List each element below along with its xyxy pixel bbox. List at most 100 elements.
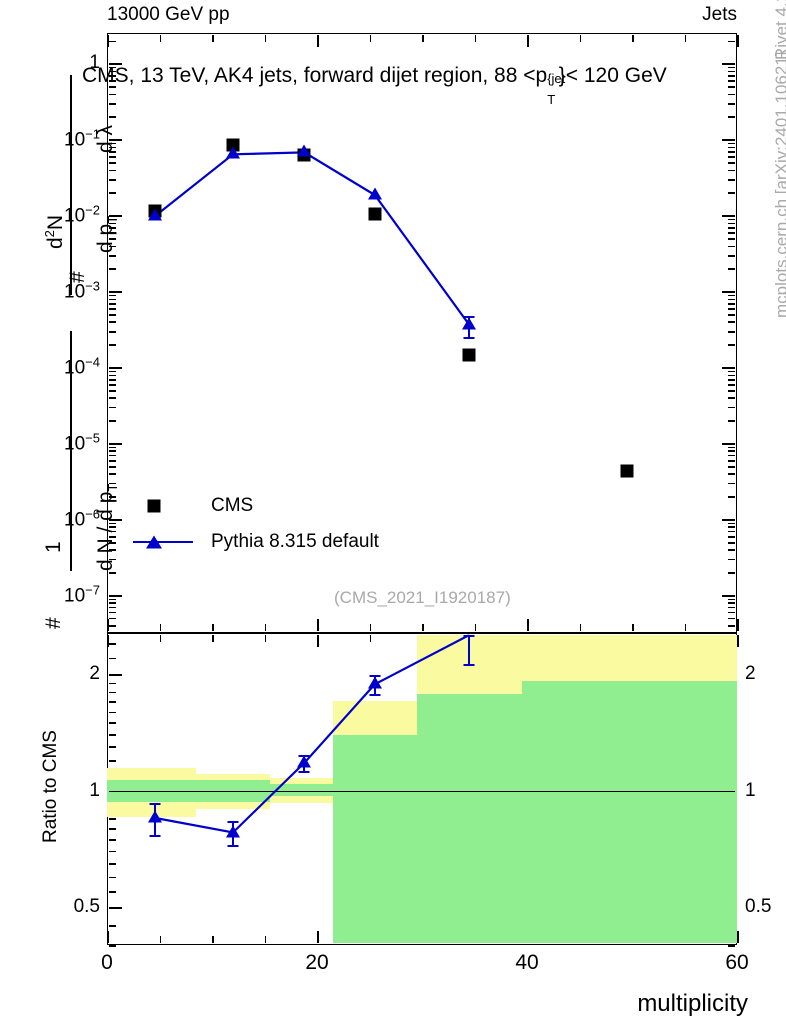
y-tick-major — [108, 519, 122, 521]
cms-data-point — [368, 207, 382, 221]
y-tick-minor-right — [728, 450, 736, 453]
x-tick-main-top — [264, 34, 267, 42]
ratio-y-tick-minor — [108, 863, 116, 865]
y-tick-minor — [108, 192, 116, 194]
y-tick-minor-right — [728, 66, 736, 69]
ratio-y-tick-minor — [108, 876, 116, 879]
y-tick-minor-right — [728, 473, 736, 475]
x-tick-main-bottom — [684, 624, 687, 632]
y-tick-minor — [108, 238, 116, 240]
y-tick-minor-right — [728, 390, 736, 392]
y-tick-minor-right — [728, 541, 736, 544]
y-tick-minor-right — [728, 75, 736, 77]
y-tick-minor — [108, 454, 116, 457]
pythia-marker-icon — [146, 535, 162, 549]
y-tick-minor — [108, 294, 116, 297]
ratio-y-tick-minor — [108, 733, 116, 736]
y-axis-dlambda: d λ — [94, 124, 117, 153]
ratio-errorbar-cap — [298, 770, 310, 773]
x-tick-main-bottom — [212, 624, 214, 632]
y-tick-minor — [108, 302, 116, 305]
ratio-y-tick-minor — [108, 711, 116, 714]
y-tick-minor — [108, 80, 116, 82]
y-tick-minor-right — [728, 602, 736, 604]
y-axis-numerator: # — [66, 271, 90, 283]
mc-errorbar-main-cap — [463, 316, 475, 319]
x-tick-main-top — [474, 34, 477, 42]
y-tick-minor-right — [728, 314, 736, 316]
y-tick-minor-right — [728, 142, 736, 145]
cms-data-point — [462, 348, 476, 362]
pythia-data-point — [462, 317, 477, 330]
y-tick-minor — [108, 298, 116, 301]
y-tick-minor-right — [728, 146, 736, 149]
y-tick-label: 1 — [89, 52, 100, 74]
y-axis-d-exp: 2 — [42, 230, 57, 238]
y-tick-minor — [108, 162, 116, 164]
y-tick-minor — [108, 390, 116, 392]
y-tick-minor — [108, 526, 116, 529]
y-tick-minor-right — [728, 40, 736, 43]
y-tick-minor-right — [728, 245, 736, 248]
ratio-y-tick-minor — [108, 682, 116, 685]
ratio-y-tick-minor — [108, 701, 116, 703]
y-tick-minor — [108, 450, 116, 453]
ratio-y-tick-label-right: 1 — [745, 779, 756, 801]
ratio-errorbar-cap — [463, 634, 475, 637]
y-tick-label: 10−1 — [64, 126, 100, 151]
y-tick-minor — [108, 227, 116, 229]
y-tick-minor-right — [728, 606, 736, 609]
y-tick-minor — [108, 254, 116, 257]
plot-title-text: CMS, 13 TeV, AK4 jets, forward dijet reg… — [82, 64, 548, 87]
y-tick-minor-right — [728, 420, 736, 422]
y-tick-minor-right — [728, 625, 736, 627]
analysis-id-watermark: (CMS_2021_I1920187) — [334, 588, 511, 607]
header-category-label: Jets — [702, 4, 737, 25]
y-tick-major — [108, 139, 122, 141]
y-axis-num-dn: d2N — [42, 215, 68, 249]
ratio-y-tick-minor — [108, 891, 116, 893]
y-axis-dn-dpt: d N / d p — [94, 491, 117, 571]
y-tick-minor — [108, 142, 116, 145]
x-tick-main-top — [107, 34, 109, 47]
y-tick-major — [108, 443, 122, 445]
y-tick-minor — [108, 370, 116, 373]
ratio-errorbar-cap — [227, 844, 239, 847]
x-tick-main-top — [527, 34, 529, 47]
x-tick-main-bottom — [422, 624, 424, 632]
plot-title-pt-sub: T — [547, 92, 556, 107]
y-tick-minor-right — [728, 446, 736, 449]
y-tick-minor — [108, 103, 116, 105]
y-tick-label: 10−2 — [64, 202, 100, 227]
y-axis-one: 1 — [42, 541, 66, 553]
plot-title-pt-sup: {jet — [547, 71, 566, 86]
header-beam-label: 13000 GeV pp — [107, 4, 230, 25]
y-tick-major — [108, 215, 122, 217]
ratio-band-inner — [521, 680, 737, 944]
ratio-y-tick-minor-right — [728, 945, 736, 947]
ratio-errorbar-cap — [227, 821, 239, 824]
y-tick-minor — [108, 93, 116, 96]
y-tick-minor — [108, 344, 116, 346]
y-tick-minor — [108, 558, 116, 561]
y-tick-minor — [108, 70, 116, 73]
y-tick-major-right — [722, 139, 736, 141]
y-tick-minor-right — [728, 103, 736, 105]
x-tick-label: 20 — [305, 951, 329, 974]
ratio-y-tick-minor — [108, 818, 116, 820]
y-axis-fraction-bar-2 — [70, 331, 72, 571]
y-tick-minor — [108, 459, 116, 462]
y-tick-minor — [108, 465, 116, 468]
plot-title-tail: }< 120 GeV — [558, 64, 667, 87]
ratio-y-tick-minor — [108, 722, 116, 724]
y-tick-minor-right — [728, 530, 736, 533]
y-axis-den-dlambda: d λ — [94, 125, 118, 153]
pythia-data-point — [148, 208, 163, 221]
y-tick-minor-right — [728, 162, 736, 164]
y-tick-minor-right — [728, 384, 736, 386]
y-tick-minor-right — [728, 302, 736, 305]
ratio-y-tick-label: 0.5 — [73, 896, 100, 918]
x-tick-main-top — [317, 34, 319, 47]
ratio-y-tick-label-right: 0.5 — [745, 896, 772, 918]
x-tick-main-top — [212, 34, 214, 42]
